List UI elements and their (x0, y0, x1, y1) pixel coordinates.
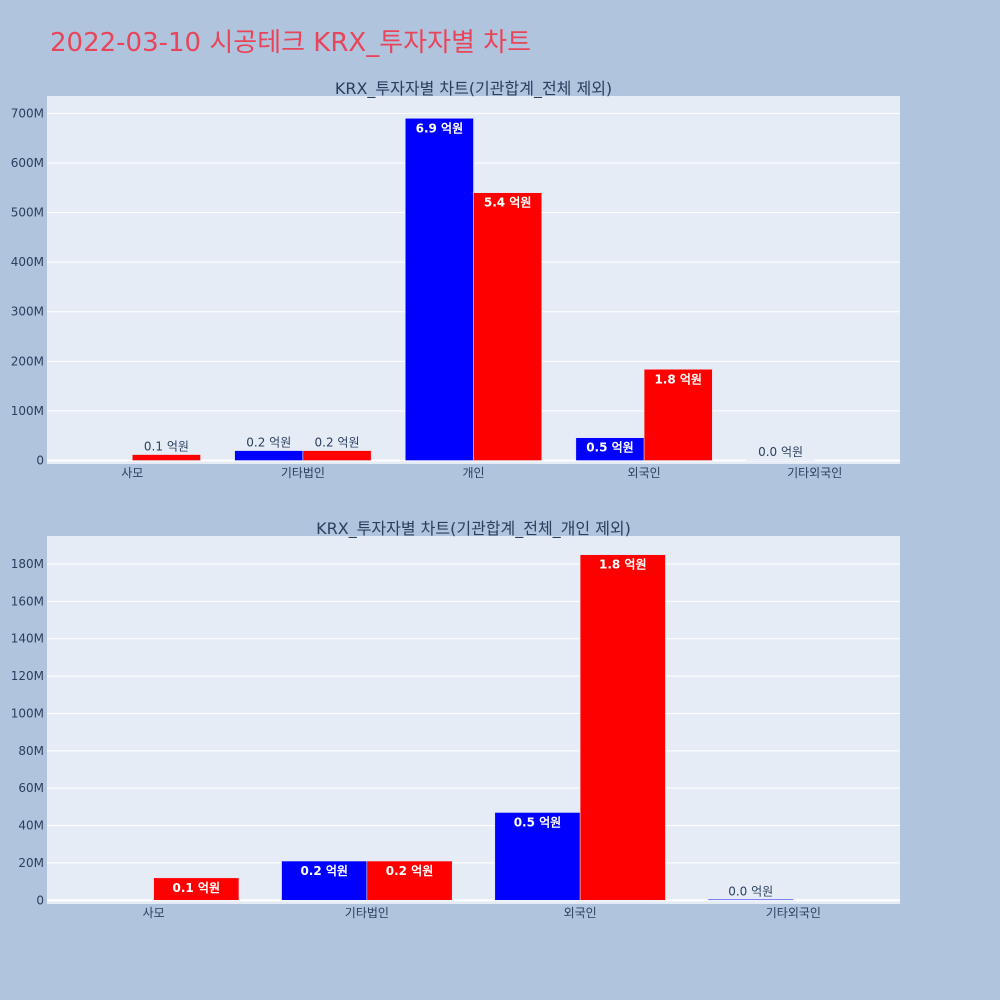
bar (302, 450, 372, 461)
data-label: 0.5 억원 (514, 815, 562, 829)
x-tick-label: 외국인 (564, 906, 597, 920)
y-tick-label: 60M (18, 781, 44, 795)
y-tick-label: 600M (11, 156, 44, 170)
data-label: 0.1 억원 (144, 440, 189, 454)
y-tick-label: 100M (11, 404, 44, 418)
page-title: 2022-03-10 시공테크 KRX_투자자별 차트 (50, 28, 532, 58)
y-tick-label: 180M (11, 557, 44, 571)
data-label: 0.0 억원 (758, 445, 803, 459)
x-tick-label: 사모 (121, 466, 143, 480)
y-tick-label: 500M (11, 206, 44, 220)
data-label: 1.8 억원 (654, 372, 702, 386)
y-tick-label: 400M (11, 255, 44, 269)
data-label: 0.0 억원 (728, 884, 773, 898)
y-tick-label: 200M (11, 354, 44, 368)
data-label: 0.2 억원 (300, 864, 348, 878)
bar (707, 899, 794, 901)
bar (473, 192, 542, 461)
data-label: 0.2 억원 (315, 436, 360, 450)
y-tick-label: 0 (36, 454, 44, 468)
data-label: 6.9 억원 (416, 121, 464, 135)
x-tick-label: 기타법인 (281, 466, 325, 480)
bar (643, 369, 713, 461)
bar (366, 860, 453, 901)
y-tick-label: 140M (11, 632, 44, 646)
bar (234, 450, 304, 461)
y-tick-label: 100M (11, 706, 44, 720)
data-label: 0.2 억원 (386, 864, 434, 878)
y-tick-label: 300M (11, 305, 44, 319)
data-label: 5.4 억원 (484, 196, 532, 210)
bar (132, 454, 201, 461)
data-label: 0.1 억원 (173, 881, 221, 895)
bar (579, 554, 666, 901)
y-tick-label: 120M (11, 669, 44, 683)
bar (153, 877, 240, 901)
y-tick-label: 80M (18, 744, 44, 758)
y-tick-label: 0 (36, 893, 44, 907)
chart-title-1: KRX_투자자별 차트(기관합계_전체 제외) (335, 79, 612, 99)
x-tick-label: 기타외국인 (766, 906, 821, 920)
data-label: 1.8 억원 (599, 558, 647, 572)
x-tick-label: 기타외국인 (787, 466, 842, 480)
x-tick-label: 기타법인 (345, 906, 389, 920)
data-label: 0.5 억원 (586, 441, 634, 455)
data-label: 0.2 억원 (246, 436, 291, 450)
bar (494, 812, 581, 901)
plot-background-2 (47, 536, 900, 904)
y-tick-label: 40M (18, 819, 44, 833)
bar (405, 118, 474, 461)
y-tick-label: 20M (18, 856, 44, 870)
y-tick-label: 160M (11, 594, 44, 608)
y-tick-label: 700M (11, 106, 44, 120)
x-tick-label: 외국인 (628, 466, 661, 480)
x-tick-label: 개인 (462, 466, 484, 480)
chart-title-2: KRX_투자자별 차트(기관합계_전체_개인 제외) (316, 519, 631, 539)
x-tick-label: 사모 (143, 906, 165, 920)
